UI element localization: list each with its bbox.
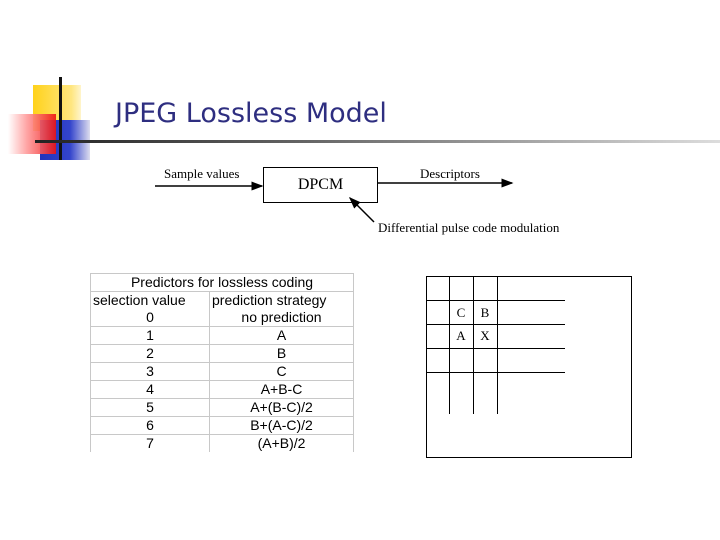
table-row: 4 A+B-C bbox=[90, 380, 354, 399]
prediction-strategy: C bbox=[209, 362, 354, 381]
grid-cell-b: B bbox=[480, 305, 490, 320]
dpcm-label: DPCM bbox=[297, 176, 344, 193]
prediction-strategy: A bbox=[209, 326, 354, 345]
table-row: 7 (A+B)/2 bbox=[90, 434, 354, 452]
column-header: selection value bbox=[90, 291, 210, 309]
table-row: 0 no prediction bbox=[90, 309, 354, 327]
pixel-grid-frame bbox=[426, 276, 632, 458]
prediction-strategy: A+B-C bbox=[209, 380, 354, 399]
output-label: Descriptors bbox=[420, 166, 480, 181]
grid-cell-c: C bbox=[456, 305, 466, 320]
prediction-strategy: B bbox=[209, 344, 354, 363]
grid-cell-a: A bbox=[456, 328, 466, 343]
annotation-arrow bbox=[348, 196, 375, 223]
prediction-strategy: no prediction bbox=[209, 309, 354, 327]
grid-cell-x: X bbox=[480, 328, 490, 343]
input-label: Sample values bbox=[164, 166, 240, 181]
column-header: prediction strategy bbox=[209, 291, 354, 309]
prediction-strategy: A+(B-C)/2 bbox=[209, 398, 354, 417]
prediction-strategy: (A+B)/2 bbox=[209, 434, 354, 452]
table-title: Predictors for lossless coding bbox=[90, 273, 354, 292]
prediction-strategy: B+(A-C)/2 bbox=[209, 416, 354, 435]
annotation-label: Differential pulse code modulation bbox=[378, 220, 560, 235]
predictors-table: Predictors for lossless coding selection… bbox=[90, 273, 354, 452]
slide-title: JPEG Lossless Model bbox=[115, 98, 387, 129]
table-row: 6 B+(A-C)/2 bbox=[90, 416, 354, 435]
table-row: 5 A+(B-C)/2 bbox=[90, 398, 354, 417]
dpcm-box bbox=[263, 167, 378, 203]
